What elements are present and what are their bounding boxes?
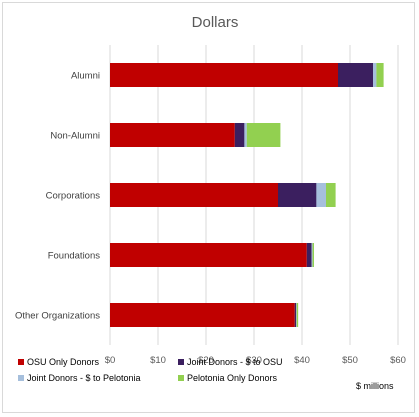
bar-segment — [312, 243, 314, 267]
x-tick-label: $20 — [198, 355, 214, 366]
legend-swatch — [178, 375, 184, 381]
bar-segment — [311, 243, 313, 267]
bar-marks — [110, 63, 384, 327]
legend-entry: OSU Only Donors — [27, 357, 100, 367]
bar-segment — [294, 303, 297, 327]
legend-entry: Joint Donors - $ to Pelotonia — [27, 373, 141, 383]
category-label: Alumni — [71, 71, 100, 82]
x-tick-label: $60 — [390, 355, 406, 366]
x-tick-labels: $0 $10 $20 $30 $40 $50 $60 — [105, 355, 406, 366]
legend-swatch — [18, 375, 24, 381]
bar-segment — [110, 243, 307, 267]
bar-segment — [373, 63, 377, 87]
bar-segment — [110, 123, 235, 147]
bar-segment — [244, 123, 247, 147]
legend-entry: Joint Donors - $ to OSU — [187, 357, 283, 367]
bar-segment — [246, 123, 281, 147]
category-labels: Alumni Non-Alumni Corporations Foundations O… — [15, 71, 100, 322]
bar-segment — [296, 303, 299, 327]
bar-segment — [376, 63, 384, 87]
category-label: Non-Alumni — [50, 131, 100, 142]
bar-segment — [316, 183, 326, 207]
legend-swatch — [178, 359, 184, 365]
legend-entry: Pelotonia Only Donors — [187, 373, 278, 383]
category-label: Corporations — [46, 191, 101, 202]
x-tick-label: $10 — [150, 355, 166, 366]
bar-segment — [326, 183, 336, 207]
bar-segment — [110, 63, 338, 87]
category-label: Other Organizations — [15, 311, 100, 322]
bar-segment — [110, 303, 295, 327]
legend-swatch — [18, 359, 24, 365]
bar-segment — [110, 183, 278, 207]
chart-title: Dollars — [192, 14, 239, 31]
x-tick-label: $0 — [105, 355, 116, 366]
gridlines — [109, 45, 399, 345]
x-tick-label: $50 — [342, 355, 358, 366]
legend: OSU Only Donors Joint Donors - $ to OSU Jo… — [18, 357, 283, 383]
x-tick-label: $40 — [294, 355, 310, 366]
bar-segment — [234, 123, 245, 147]
x-tick-label: $30 — [246, 355, 262, 366]
bar-segment — [306, 243, 312, 267]
chart-frame — [2, 2, 415, 413]
bar-segment — [278, 183, 317, 207]
category-label: Foundations — [48, 251, 101, 262]
bar-segment — [338, 63, 374, 87]
unit-label: $ millions — [356, 381, 394, 391]
